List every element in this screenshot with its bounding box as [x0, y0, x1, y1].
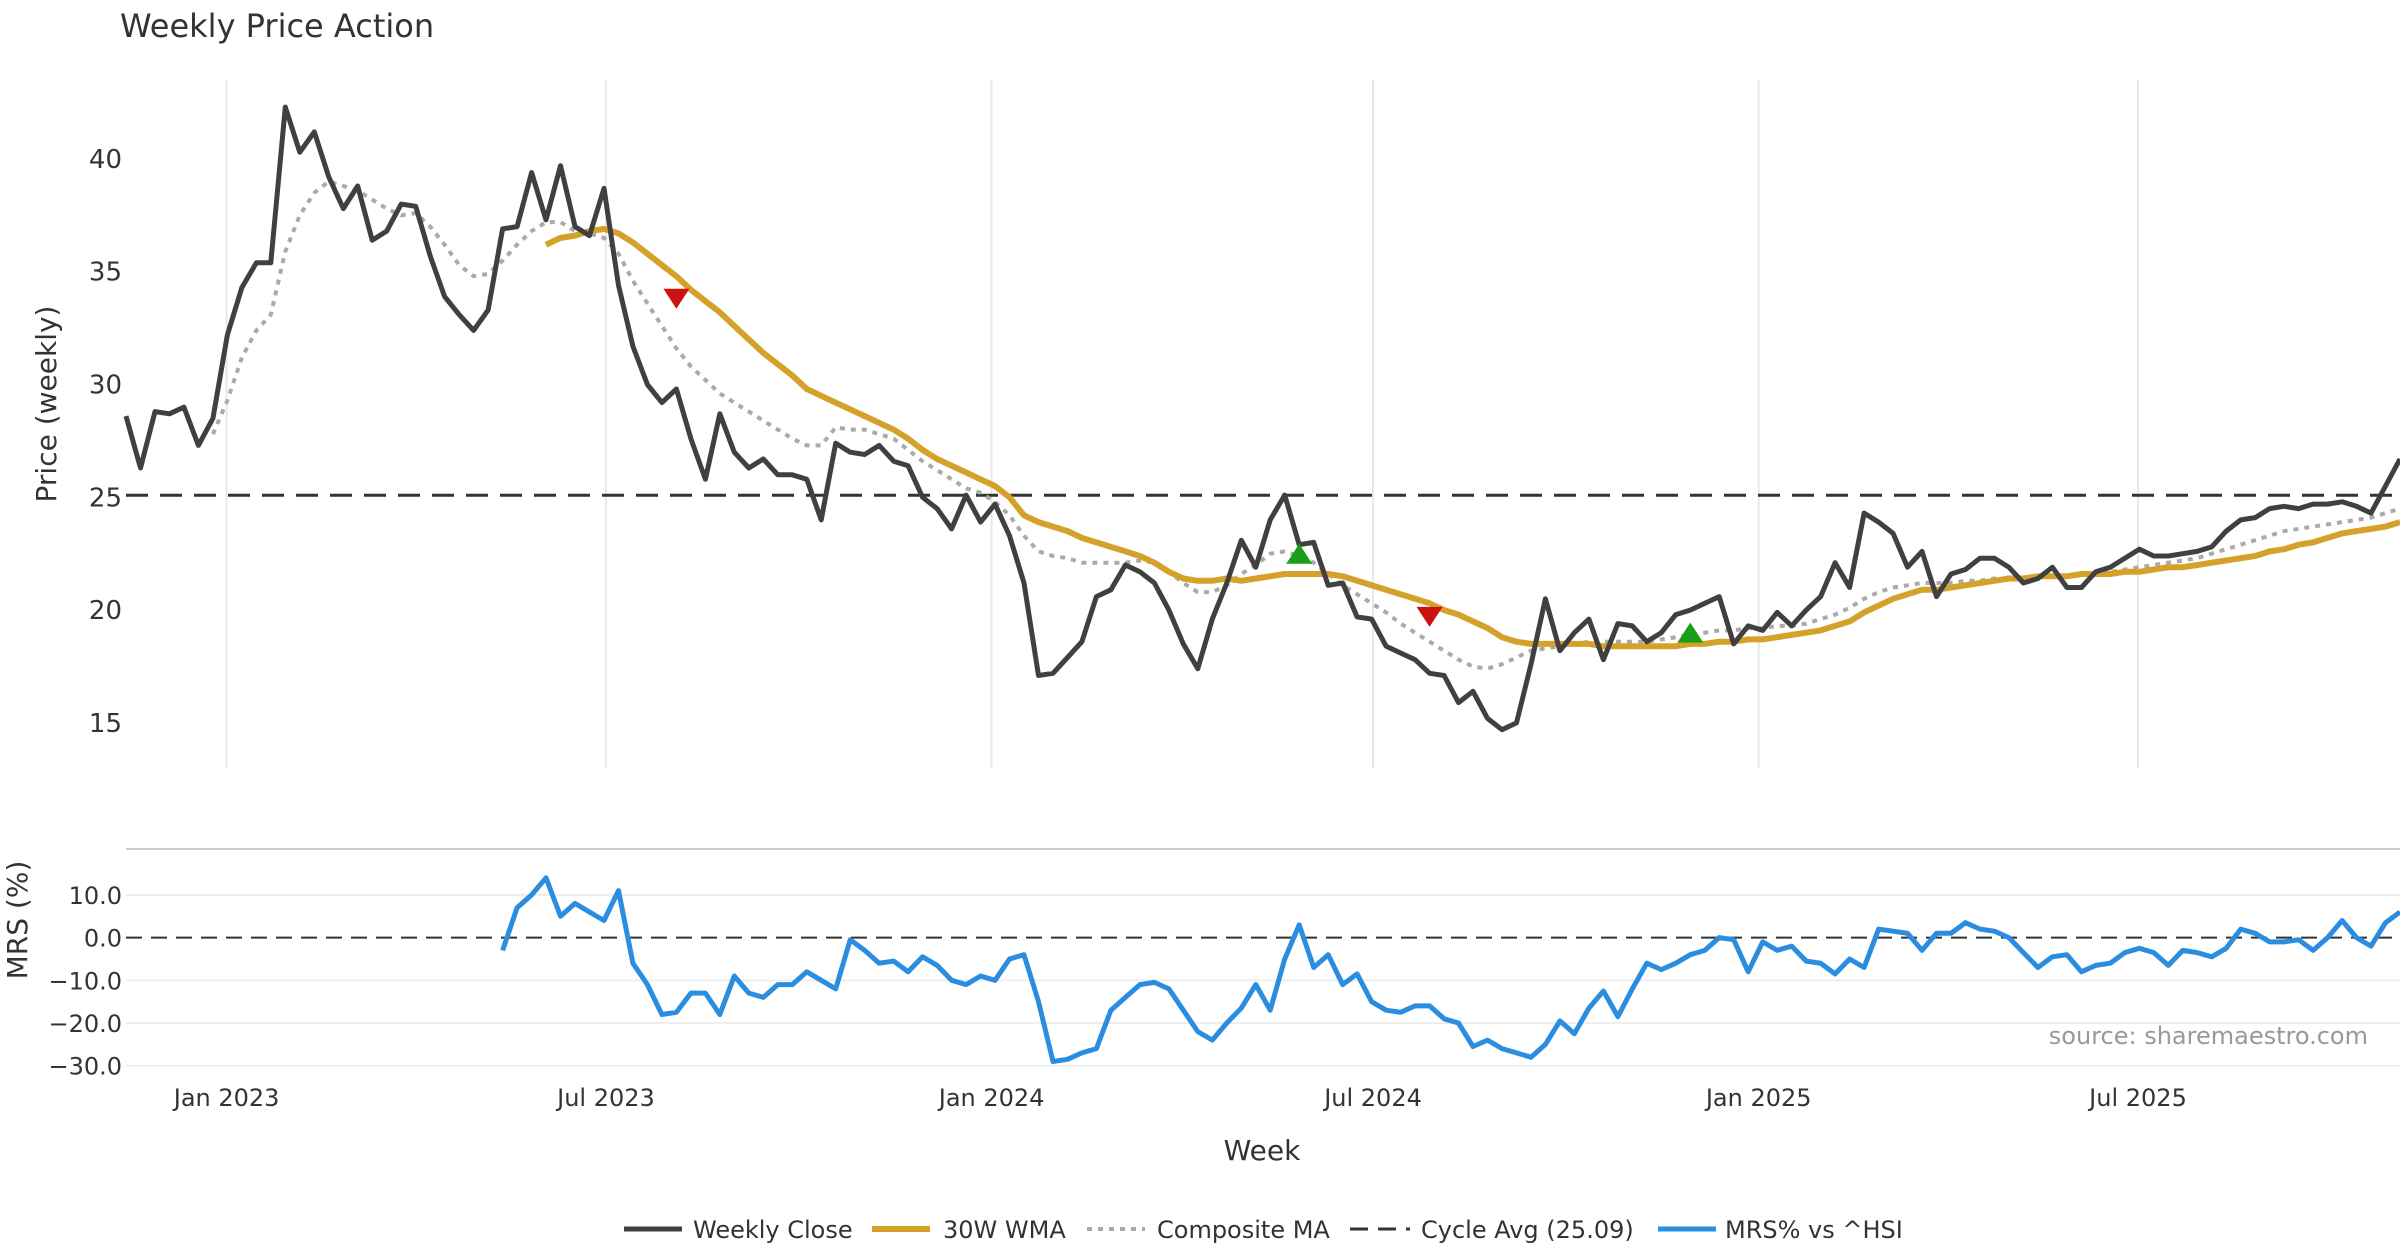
mrs-tick-label: 10.0	[69, 882, 122, 910]
composite-ma-line	[211, 179, 2400, 671]
x-tick-label: Jan 2025	[1704, 1084, 1812, 1112]
x-tick-label: Jul 2024	[1322, 1084, 1422, 1112]
mrs-axis: 10.0 0.0 −10.0 −20.0 −30.0	[48, 882, 2400, 1081]
x-tick-label: Jul 2023	[555, 1084, 655, 1112]
price-axis: 15 20 25 30 35 40	[89, 145, 122, 739]
price-tick-label: 15	[89, 709, 122, 739]
mrs-tick-label: −10.0	[48, 967, 122, 995]
mrs-line	[500, 875, 2400, 1064]
legend-label-wma-30: 30W WMA	[943, 1216, 1066, 1244]
x-axis: Jan 2023 Jul 2023 Jan 2024 Jul 2024 Jan 2025…	[172, 1084, 2187, 1112]
legend-item-wma-30: 30W WMA	[872, 1216, 1066, 1244]
mrs-tick-label: 0.0	[84, 925, 122, 953]
x-tick-label: Jan 2023	[172, 1084, 280, 1112]
legend-item-weekly-close: Weekly Close	[624, 1216, 853, 1244]
price-tick-label: 20	[89, 596, 122, 626]
sell-signal-marker	[663, 288, 690, 309]
signal-markers	[663, 288, 1704, 643]
source-text: source: sharemaestro.com	[2049, 1022, 2368, 1050]
price-axis-label: Price (weekly)	[30, 306, 63, 503]
mrs-panel: 10.0 0.0 −10.0 −20.0 −30.0 MRS (%) source: s…	[1, 848, 2400, 1081]
buy-signal-marker	[1286, 543, 1313, 564]
legend-label-cycle-avg: Cycle Avg (25.09)	[1421, 1216, 1634, 1244]
sell-signal-marker	[1416, 606, 1443, 627]
x-tick-label: Jul 2025	[2087, 1084, 2187, 1112]
price-tick-label: 35	[89, 258, 122, 288]
legend-item-composite-ma: Composite MA	[1087, 1216, 1330, 1244]
x-axis-label: Week	[1224, 1134, 1301, 1167]
legend-label-mrs: MRS% vs ^HSI	[1725, 1216, 1903, 1244]
price-tick-label: 40	[89, 145, 122, 175]
legend-label-weekly-close: Weekly Close	[693, 1216, 853, 1244]
price-tick-label: 25	[89, 483, 122, 513]
price-tick-label: 30	[89, 371, 122, 401]
legend-item-mrs: MRS% vs ^HSI	[1658, 1216, 1903, 1244]
legend: Weekly Close 30W WMA Composite MA Cycle …	[624, 1216, 1903, 1244]
legend-label-composite-ma: Composite MA	[1157, 1216, 1330, 1244]
legend-item-cycle-avg: Cycle Avg (25.09)	[1350, 1216, 1634, 1244]
price-panel: 15 20 25 30 35 40 Price (weekly)	[30, 80, 2400, 768]
x-gridlines	[225, 80, 2140, 768]
buy-signal-marker	[1677, 622, 1704, 643]
weekly-close-line	[123, 104, 2400, 733]
mrs-tick-label: −30.0	[48, 1053, 122, 1081]
wma-30-line	[544, 225, 2400, 650]
mrs-tick-label: −20.0	[48, 1010, 122, 1038]
mrs-axis-label: MRS (%)	[1, 861, 34, 980]
chart-title: Weekly Price Action	[120, 7, 434, 45]
x-tick-label: Jan 2024	[937, 1084, 1045, 1112]
